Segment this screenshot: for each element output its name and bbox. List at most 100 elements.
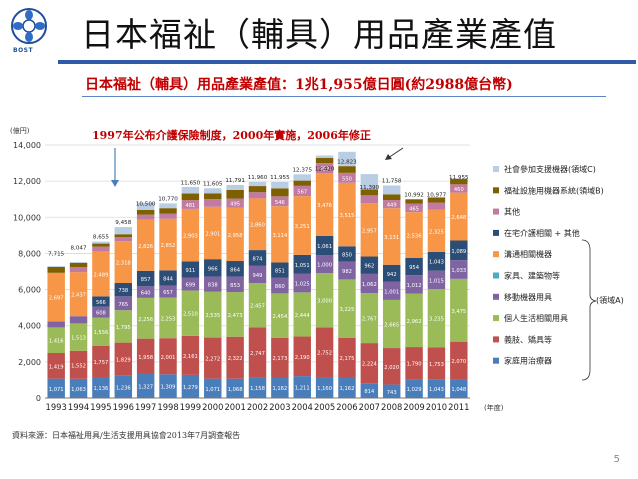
- segment-value-label: 814: [364, 389, 375, 395]
- bar-segment: [136, 202, 155, 210]
- bar-segment: [382, 348, 401, 385]
- bar-segment: [338, 377, 356, 398]
- segment-value-label: 2,852: [161, 243, 176, 249]
- x-tick-label: 2009: [403, 402, 424, 412]
- bar-segment: [405, 379, 423, 398]
- bar-total-label: 8,655: [93, 235, 109, 241]
- x-tick-label: 2002: [247, 402, 268, 412]
- bar-segment: [136, 270, 155, 287]
- x-tick-label: 2010: [426, 402, 447, 412]
- bar-segment: [69, 262, 88, 268]
- bar-segment: [114, 234, 133, 238]
- bar-segment: [427, 202, 446, 210]
- x-axis-label: (年度): [484, 403, 504, 412]
- segment-value-label: 640: [141, 291, 151, 297]
- bar-segment: [248, 265, 267, 284]
- bar-segment: [271, 337, 289, 378]
- bar-segment: [69, 378, 88, 398]
- segment-value-label: 1,071: [205, 387, 220, 393]
- x-tick-label: 2004: [292, 402, 313, 412]
- bar-segment: [360, 203, 379, 257]
- segment-value-label: 1,001: [384, 289, 399, 295]
- bar-segment: [271, 196, 289, 207]
- segment-value-label: 911: [185, 268, 195, 274]
- bar-segment: [136, 374, 155, 398]
- segment-value-label: 2,318: [116, 261, 131, 267]
- segment-value-label: 1,162: [340, 386, 355, 392]
- segment-value-label: 1,327: [138, 385, 153, 391]
- subtitle-underline: [82, 96, 606, 97]
- segment-value-label: 3,475: [451, 309, 466, 315]
- bar-segment: [204, 378, 222, 398]
- bar-segment: [271, 262, 289, 278]
- segment-value-label: 1,556: [93, 330, 108, 336]
- bar-segment: [226, 198, 244, 208]
- segment-value-label: 1,061: [317, 244, 332, 250]
- bar-segment: [92, 241, 110, 244]
- segment-value-label: 949: [253, 273, 263, 279]
- legend-swatch: [493, 251, 499, 258]
- legend-label: 義肢、矯具等: [504, 334, 552, 344]
- bar-segment: [136, 209, 155, 215]
- bar-segment: [293, 292, 311, 337]
- segment-value-label: 2,648: [451, 215, 466, 221]
- bar-segment: [226, 378, 244, 398]
- bar-segment: [159, 213, 177, 219]
- bar-segment: [248, 377, 267, 398]
- bar-segment: [405, 275, 423, 294]
- bar-segment: [47, 266, 65, 273]
- segment-value-label: 1,048: [451, 387, 466, 393]
- bar-segment: [47, 272, 65, 322]
- segment-value-label: 465: [409, 206, 419, 212]
- bar-segment: [315, 327, 334, 378]
- segment-value-label: 954: [409, 265, 420, 271]
- segment-value-label: 1,416: [49, 339, 64, 345]
- bar-total-label: 10,500: [136, 201, 156, 207]
- bar-segment: [92, 306, 110, 318]
- bar-segment: [47, 353, 65, 379]
- bar-segment: [92, 377, 110, 398]
- arrow-head: [111, 180, 119, 187]
- bar-segment: [293, 254, 311, 274]
- area-a-bracket: [581, 239, 597, 381]
- bar-segment: [450, 240, 468, 261]
- page-number: 5: [613, 454, 620, 465]
- legend-label: 社會參加支援機器(領域C): [504, 164, 596, 174]
- x-tick-label: 2008: [381, 402, 402, 412]
- segment-value-label: 2,752: [317, 351, 332, 357]
- segment-value-label: 608: [96, 311, 106, 317]
- legend-swatch: [493, 187, 499, 194]
- x-tick-label: 1996: [113, 402, 134, 412]
- bar-segment: [293, 376, 311, 398]
- segment-value-label: 2,161: [183, 354, 198, 360]
- bar-segment: [159, 208, 177, 214]
- segment-value-label: 853: [230, 283, 240, 289]
- bar-segment: [181, 261, 200, 278]
- bar-total-label: 11,955: [270, 175, 290, 181]
- segment-value-label: 1,043: [429, 387, 444, 393]
- x-tick-label: 2007: [359, 402, 380, 412]
- bar-segment: [338, 182, 356, 247]
- segment-value-label: 2,272: [205, 357, 220, 363]
- bar-segment: [248, 327, 267, 378]
- segment-value-label: 1,062: [362, 282, 377, 288]
- segment-value-label: 1,012: [407, 283, 422, 289]
- bar-segment: [92, 296, 110, 307]
- y-tick-label: 0: [36, 394, 41, 403]
- annotation-arrow-2006: [387, 147, 404, 159]
- bar-segment: [271, 377, 289, 398]
- bar-total-label: 10,977: [427, 193, 447, 199]
- bar-segment: [338, 172, 356, 183]
- segment-value-label: 1,162: [272, 386, 287, 392]
- bar-segment: [338, 261, 356, 280]
- bar-segment: [450, 192, 468, 241]
- bar-segment: [136, 214, 155, 220]
- bar-segment: [382, 299, 401, 349]
- segment-value-label: 2,322: [228, 356, 243, 362]
- bar-segment: [204, 259, 222, 277]
- segment-value-label: 2,001: [161, 355, 176, 361]
- bar-segment: [315, 173, 334, 236]
- y-tick-label: 12,000: [13, 177, 41, 186]
- segment-value-label: 2,454: [272, 314, 288, 320]
- bar-segment: [136, 338, 155, 375]
